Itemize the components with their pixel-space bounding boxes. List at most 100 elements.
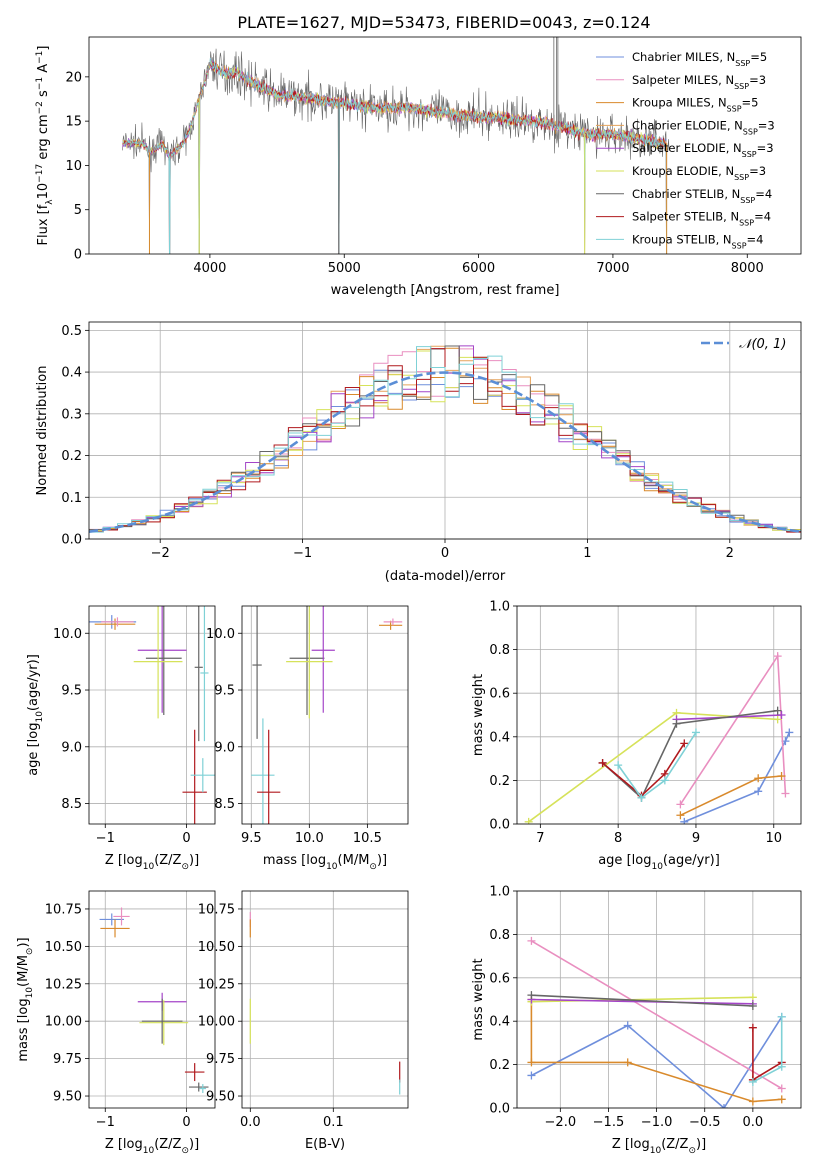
weight-vs-age-series-marker <box>773 706 782 715</box>
weight-vs-age-frame <box>516 605 802 825</box>
residuals-xtick-label: −1 <box>293 546 312 561</box>
weight-vs-age-series-marker <box>524 817 533 824</box>
mass-vs-EBV-ytick-label: 10.00 <box>198 1015 235 1030</box>
spectrum-legend-label: Kroupa MILES, NSSP=5 <box>632 96 758 114</box>
mass-vs-Z-xlabel: Z [log10(Z/Z⊙)] <box>105 1137 199 1156</box>
spectrum-legend-label: Chabrier STELIB, NSSP=4 <box>632 187 772 205</box>
age-vs-mass-xtick-label: 10.5 <box>353 831 382 846</box>
weight-vs-Z-series-marker <box>527 1058 536 1067</box>
weight-vs-Z-series-marker <box>777 1095 786 1104</box>
weight-vs-age-xtick-label: 9 <box>692 831 700 846</box>
weight-vs-age-ytick-label: 1.0 <box>489 600 510 615</box>
weight-vs-Z-series-marker <box>777 1062 786 1071</box>
weight-vs-age-series-marker <box>676 811 685 820</box>
weight-vs-age-xtick-label: 8 <box>614 831 622 846</box>
weight-vs-Z-frame <box>516 890 802 1109</box>
weight-vs-age-ytick-label: 0.4 <box>489 730 510 745</box>
weight-vs-age-series-marker <box>691 728 700 737</box>
residuals-ytick-label: 0.4 <box>61 366 82 381</box>
weight-vs-Z-series-line <box>531 994 753 1007</box>
gaussian-reference-curve <box>89 371 801 533</box>
residuals-xtick-label: 0 <box>441 546 449 561</box>
spectrum-xtick-label: 7000 <box>596 261 629 276</box>
mass-vs-EBV-ytick-label: 10.50 <box>198 940 235 955</box>
residuals-ylabel: Normed distribution <box>35 366 50 496</box>
weight-vs-Z-xtick-label: −1.5 <box>593 1115 625 1130</box>
weight-vs-Z-series-marker <box>748 1023 757 1032</box>
weight-vs-Z-series-line <box>530 940 783 1090</box>
residuals-axes: −2 −1 0 1 2 0.0 0.1 0.2 0.3 0.4 0.5 𝒩(0, 1) (data-mo… <box>35 321 802 584</box>
residuals-xtick-label: −2 <box>151 546 170 561</box>
age-vs-Z-ylabel: age [log10(age/yr)] <box>26 654 45 776</box>
age-vs-Z-xlabel: Z [log10(Z/Z⊙)] <box>105 853 199 872</box>
age-vs-mass-plot-area <box>251 606 403 824</box>
spectrum-xtick-label: 5000 <box>328 261 361 276</box>
residuals-ytick-label: 0.0 <box>61 533 82 548</box>
weight-vs-age-ytick-label: 0.0 <box>489 818 510 833</box>
weight-vs-age-series-marker <box>676 800 685 809</box>
weight-vs-Z-xtick-label: −0.5 <box>689 1115 721 1130</box>
weight-vs-Z-ytick-label: 0.4 <box>489 1015 510 1030</box>
weight-vs-Z-ytick-label: 1.0 <box>489 885 510 900</box>
weight-vs-Z-series-marker <box>777 1012 786 1021</box>
residuals-xtick-label: 1 <box>583 546 591 561</box>
weight-vs-Z-ytick-label: 0.6 <box>489 971 510 986</box>
age-vs-Z-xtick-label: −1 <box>96 831 115 846</box>
mass-vs-Z-xtick-label: −1 <box>96 1115 115 1130</box>
mass-vs-EBV-axes: 0.0 0.1 9.50 9.75 10.00 10.25 10.50 10.75 E(B-V) <box>198 890 409 1152</box>
weight-vs-Z-series-marker <box>719 1104 728 1108</box>
mass-vs-Z-frame <box>88 890 216 1109</box>
mass-vs-EBV-xlabel: E(B-V) <box>305 1137 345 1152</box>
spectrum-legend-label: Salpeter STELIB, NSSP=4 <box>632 210 771 228</box>
mass-vs-Z-ytick-label: 9.50 <box>53 1090 82 1105</box>
age-vs-Z-ytick-label: 9.0 <box>61 740 82 755</box>
spectrum-xlabel: wavelength [Angstrom, rest frame] <box>331 283 560 298</box>
mass-vs-EBV-frame <box>241 890 409 1109</box>
weight-vs-age-series-marker <box>680 739 689 748</box>
age-vs-Z-axes: −1 0 8.5 9.0 9.5 10.0 <box>53 605 216 846</box>
mass-vs-EBV-ytick-label: 10.25 <box>198 977 235 992</box>
residuals-ytick-label: 0.5 <box>61 324 82 339</box>
weight-vs-Z-series-line <box>752 1016 783 1083</box>
weight-vs-age-series-marker <box>637 793 646 802</box>
spectrum-ylabel: Flux [fλ10−17 erg cm−2 s−1 A−1] <box>35 46 55 246</box>
weight-vs-age-xtick-label: 10 <box>765 831 782 846</box>
weight-vs-Z-ylabel: mass weight <box>471 958 486 1040</box>
spectrum-ytick-label: 20 <box>65 70 82 85</box>
weight-vs-age-series-line <box>602 709 778 800</box>
weight-vs-age-series-marker <box>777 711 786 719</box>
weight-vs-Z-ytick-label: 0.8 <box>489 928 510 943</box>
age-vs-mass-ytick-label: 9.5 <box>214 684 235 699</box>
weight-vs-Z-axes: −2.0 −1.5 −1.0 −0.5 0.0 0.0 0.2 0.4 0.6 0.8 1.0 mas… <box>471 885 802 1130</box>
spectrum-legend-label: Chabrier MILES, NSSP=5 <box>632 50 767 68</box>
weight-vs-Z-xtick-label: −2.0 <box>545 1115 577 1130</box>
weight-vs-age-ytick-label: 0.6 <box>489 687 510 702</box>
spectrum-axes: 4000 5000 6000 7000 8000 0 5 10 15 20 Chabrier MIL… <box>65 36 802 298</box>
weight-vs-Z-series-line <box>531 998 753 1005</box>
spectrum-frame <box>88 36 802 255</box>
weight-vs-Z-ytick-label: 0.2 <box>489 1058 510 1073</box>
residuals-ytick-label: 0.1 <box>61 491 82 506</box>
residuals-legend-label: 𝒩(0, 1) <box>739 337 786 352</box>
mass-vs-Z-ylabel: mass [log10(M/M⊙)] <box>16 937 35 1061</box>
weight-vs-age-ytick-label: 0.2 <box>489 774 510 789</box>
weight-vs-age-series-marker <box>614 761 623 770</box>
age-vs-Z-frame <box>88 605 216 825</box>
residuals-xtick-label: 2 <box>726 546 734 561</box>
weight-vs-Z-plot-area <box>527 936 786 1108</box>
weight-vs-age-series-marker <box>773 715 782 724</box>
mass-vs-Z-ytick-label: 10.50 <box>45 940 82 955</box>
age-vs-Z-plot-area <box>89 606 215 824</box>
mass-vs-Z-ytick-label: 10.25 <box>45 977 82 992</box>
age-vs-Z-xtick-label: 0 <box>182 831 190 846</box>
weight-vs-Z-series-marker <box>527 991 536 1000</box>
residual-histogram-line <box>89 345 801 533</box>
weight-vs-Z-series-marker <box>527 1071 536 1080</box>
mass-vs-Z-plot-area <box>99 907 209 1094</box>
weight-vs-age-series-marker <box>680 817 689 824</box>
age-vs-mass-frame <box>241 605 409 825</box>
weight-vs-Z-series-marker <box>623 1021 632 1030</box>
spectrum-legend-label: Kroupa STELIB, NSSP=4 <box>632 232 763 250</box>
spectrum-legend-label: Kroupa ELODIE, NSSP=3 <box>632 164 766 182</box>
